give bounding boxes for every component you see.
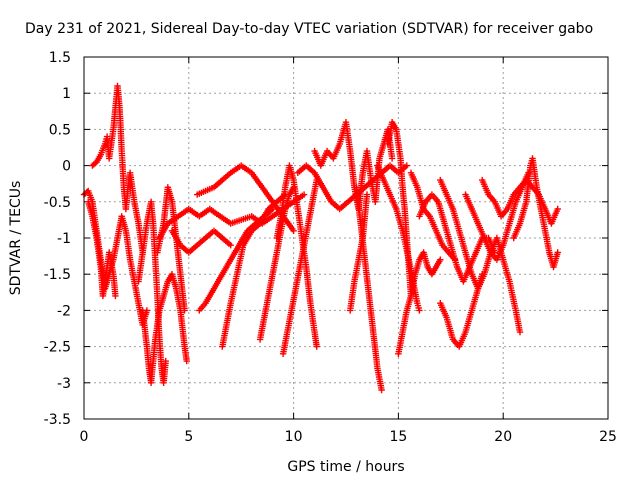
series-arc-25: [437, 271, 486, 350]
series-arc-2: [89, 82, 146, 256]
x-tick-label: 20: [494, 429, 512, 445]
x-axis-label: GPS time / hours: [287, 459, 404, 475]
plus-markers: [395, 249, 444, 357]
plus-markers: [168, 227, 234, 256]
chart-title: Day 231 of 2021, Sidereal Day-to-day VTE…: [25, 21, 593, 37]
series-arc-11: [219, 191, 289, 350]
plus-markers: [219, 191, 289, 350]
x-tick-label: 5: [184, 429, 193, 445]
y-tick-label: -1.5: [44, 267, 71, 283]
x-tick-label: 25: [599, 429, 617, 445]
series-arc-3: [85, 198, 119, 300]
y-tick-label: -2: [57, 303, 71, 319]
y-tick-label: 0: [62, 159, 71, 175]
plus-markers: [311, 119, 396, 213]
series-arc-16: [311, 119, 396, 213]
plus-markers: [85, 198, 119, 300]
y-tick-label: 1: [62, 86, 71, 102]
plot-frame: [83, 56, 609, 420]
axes: 0 5 10 15 20 25 -3.5 -3 -2.5 -2 -1.5 -1 -0.5 0 0.5 1 1.5: [44, 50, 617, 445]
plus-markers: [407, 169, 459, 263]
x-tick-label: 15: [389, 429, 407, 445]
y-axis-label: SDTVAR / TECUs: [8, 181, 24, 296]
plus-markers: [437, 271, 486, 350]
y-tick-label: -3.5: [44, 412, 71, 428]
plus-markers: [353, 184, 385, 394]
plus-markers: [139, 271, 190, 386]
x-tick-label: 0: [80, 429, 89, 445]
x-tick-label: 10: [285, 429, 303, 445]
data-series: [80, 82, 561, 394]
series-arc-21: [395, 249, 444, 357]
series-arc-20: [384, 119, 415, 300]
y-tick-label: -0.5: [44, 195, 71, 211]
series-arc-8: [168, 227, 234, 256]
plus-markers: [384, 119, 415, 300]
series-arc-5: [139, 271, 190, 386]
y-tick-label: 0.5: [49, 122, 71, 138]
plus-markers: [89, 82, 146, 256]
series-arc-18: [353, 184, 385, 394]
plus-markers: [273, 162, 320, 350]
y-tick-label: -2.5: [44, 340, 71, 356]
series-arc-28: [510, 155, 561, 271]
series-arc-22: [407, 169, 459, 263]
y-tick-label: -3: [57, 376, 71, 392]
y-tick-label: -1: [57, 231, 71, 247]
plus-markers: [510, 155, 561, 271]
y-tick-label: 1.5: [49, 50, 71, 66]
series-arc-14: [273, 162, 320, 350]
